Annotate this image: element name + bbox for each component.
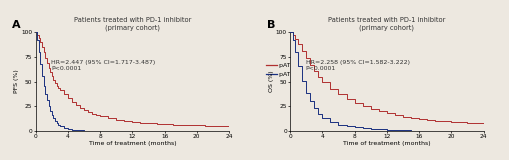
Text: HR=2.447 (95% CI=1.717-3.487)
P<0.0001: HR=2.447 (95% CI=1.717-3.487) P<0.0001 bbox=[51, 60, 155, 71]
Legend: pATB (-), pATB (+): pATB (-), pATB (+) bbox=[266, 62, 307, 77]
X-axis label: Time of treatment (months): Time of treatment (months) bbox=[89, 141, 176, 146]
Text: A: A bbox=[12, 20, 21, 30]
Text: B: B bbox=[267, 20, 275, 30]
Y-axis label: OS (%): OS (%) bbox=[269, 71, 274, 92]
X-axis label: Time of treatment (months): Time of treatment (months) bbox=[343, 141, 431, 146]
Y-axis label: PFS (%): PFS (%) bbox=[14, 70, 19, 93]
Title: Patients treated with PD-1 inhibitor
(primary cohort): Patients treated with PD-1 inhibitor (pr… bbox=[328, 17, 445, 31]
Title: Patients treated with PD-1 inhibitor
(primary cohort): Patients treated with PD-1 inhibitor (pr… bbox=[74, 17, 191, 31]
Text: HR=2.258 (95% CI=1.582-3.222)
P<0.0001: HR=2.258 (95% CI=1.582-3.222) P<0.0001 bbox=[305, 60, 410, 71]
